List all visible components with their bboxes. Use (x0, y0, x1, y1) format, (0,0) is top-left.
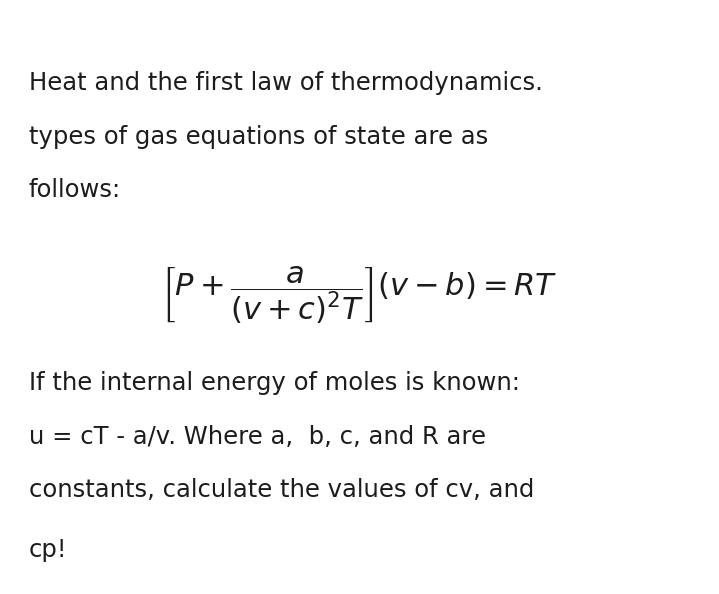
Text: Heat and the first law of thermodynamics.: Heat and the first law of thermodynamics… (29, 71, 543, 95)
Text: $\left[P + \dfrac{a}{(v+c)^{2}T}\right](v - b) = RT$: $\left[P + \dfrac{a}{(v+c)^{2}T}\right](… (161, 264, 558, 326)
Text: follows:: follows: (29, 178, 121, 202)
Text: types of gas equations of state are as: types of gas equations of state are as (29, 125, 488, 148)
Text: cp!: cp! (29, 538, 68, 561)
Text: constants, calculate the values of cv, and: constants, calculate the values of cv, a… (29, 478, 534, 502)
Text: u = cT - a/v. Where a,  b, c, and R are: u = cT - a/v. Where a, b, c, and R are (29, 425, 486, 448)
Text: If the internal energy of moles is known:: If the internal energy of moles is known… (29, 371, 520, 395)
